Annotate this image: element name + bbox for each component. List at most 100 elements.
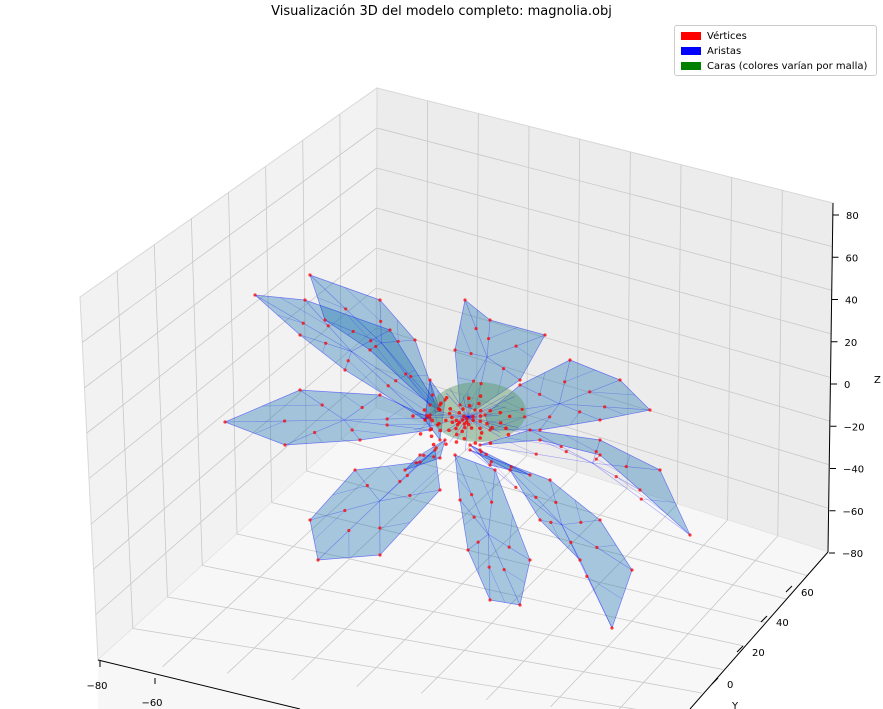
vertex-point xyxy=(563,380,567,384)
mesh-edge xyxy=(413,416,469,431)
vertex-point xyxy=(428,403,432,407)
grid-line xyxy=(84,167,377,389)
mesh-edge xyxy=(317,297,346,310)
mesh-edge xyxy=(641,498,676,503)
vertex-point xyxy=(343,368,347,372)
mesh-edge xyxy=(502,399,523,410)
mesh-edge xyxy=(304,299,391,331)
mesh-edge xyxy=(347,314,371,341)
mesh-edge xyxy=(467,416,484,429)
mesh-edge xyxy=(626,454,631,467)
mesh-edge xyxy=(489,459,517,488)
vertex-point xyxy=(471,379,476,383)
vertex-point xyxy=(378,553,382,557)
y-tick-label: 0 xyxy=(727,680,733,691)
vertex-point xyxy=(490,425,494,430)
mesh-edge xyxy=(467,549,491,601)
mesh-edge xyxy=(313,510,346,541)
vertex-point xyxy=(478,443,482,447)
mesh-edge xyxy=(604,406,626,416)
mesh-edge xyxy=(317,554,381,561)
vertex-point xyxy=(588,390,592,394)
vertex-point xyxy=(434,446,438,450)
vertex-point xyxy=(523,415,527,419)
vertex-point xyxy=(488,408,493,413)
mesh-edge xyxy=(419,449,436,463)
z-tick-label: 60 xyxy=(846,253,859,264)
grid-line xyxy=(95,367,377,615)
vertex-point xyxy=(466,548,470,552)
vertex-point xyxy=(444,395,449,400)
mesh-edge xyxy=(379,522,411,529)
mesh-edge xyxy=(254,420,285,434)
vertex-point xyxy=(444,442,448,446)
mesh-edge xyxy=(509,464,557,503)
z-tick-label: 40 xyxy=(845,296,858,307)
vertex-point xyxy=(365,483,369,488)
mesh-edge xyxy=(277,314,304,324)
mesh-edge xyxy=(570,542,597,595)
floor-pane xyxy=(98,408,828,709)
mesh-edge xyxy=(309,274,381,301)
grid-line xyxy=(376,167,832,291)
vertex-point xyxy=(429,427,434,431)
mesh-edge xyxy=(404,454,421,471)
vertex-point xyxy=(283,443,287,447)
vertex-point xyxy=(378,298,382,302)
mesh-edge xyxy=(309,274,326,321)
legend-swatch-red xyxy=(681,32,701,40)
vertex-point xyxy=(465,416,469,421)
mesh-edge xyxy=(279,297,329,326)
mesh-edge xyxy=(464,299,491,321)
mesh-edge xyxy=(224,389,301,423)
vertex-point xyxy=(509,465,513,469)
mesh-edge xyxy=(467,416,521,433)
vertex-point xyxy=(458,498,462,502)
vertex-point xyxy=(447,428,451,433)
vertex-point xyxy=(308,518,312,522)
vertex-point xyxy=(488,428,492,432)
grid-line xyxy=(618,535,779,709)
vertex-point xyxy=(396,339,400,344)
vertex-point xyxy=(405,473,409,478)
vertex-point xyxy=(528,428,532,432)
mesh-edge xyxy=(309,519,319,561)
mesh-edge xyxy=(424,409,441,421)
mesh-edge xyxy=(299,334,346,371)
mesh-edge xyxy=(475,309,478,329)
z-tick-label: 0 xyxy=(844,380,850,391)
vertex-point xyxy=(418,460,422,464)
vertex-point xyxy=(487,565,491,569)
mesh-edge xyxy=(314,432,323,443)
vertex-point xyxy=(388,328,392,332)
legend-swatch-green xyxy=(681,62,701,70)
grid-line xyxy=(356,471,578,687)
vertex-point xyxy=(598,518,602,522)
vertex-point xyxy=(358,438,362,442)
vertex-point xyxy=(559,444,563,449)
vertex-point xyxy=(353,468,357,472)
vertex-point xyxy=(253,293,257,297)
vertex-point xyxy=(469,351,473,356)
vertex-point xyxy=(443,438,447,442)
grid-line xyxy=(162,423,427,667)
vertex-point xyxy=(283,419,287,423)
mesh-edge xyxy=(586,576,623,600)
vertex-point xyxy=(368,348,372,352)
vertex-point xyxy=(478,436,482,440)
mesh-edge xyxy=(424,379,431,421)
x-tick-label: −80 xyxy=(86,681,107,692)
mesh-edge xyxy=(569,411,580,426)
vertex-point xyxy=(473,408,477,412)
mesh-edge xyxy=(397,319,399,342)
mesh-edge xyxy=(404,457,441,471)
z-tick-label: −80 xyxy=(842,549,863,560)
y-tick-mark xyxy=(736,645,744,653)
petal-face xyxy=(480,430,690,535)
y-tick-label: 40 xyxy=(776,618,789,629)
mesh-edge xyxy=(467,416,519,428)
petal-face xyxy=(455,455,530,605)
mesh-edge xyxy=(324,319,371,351)
mesh-edge xyxy=(487,416,525,423)
